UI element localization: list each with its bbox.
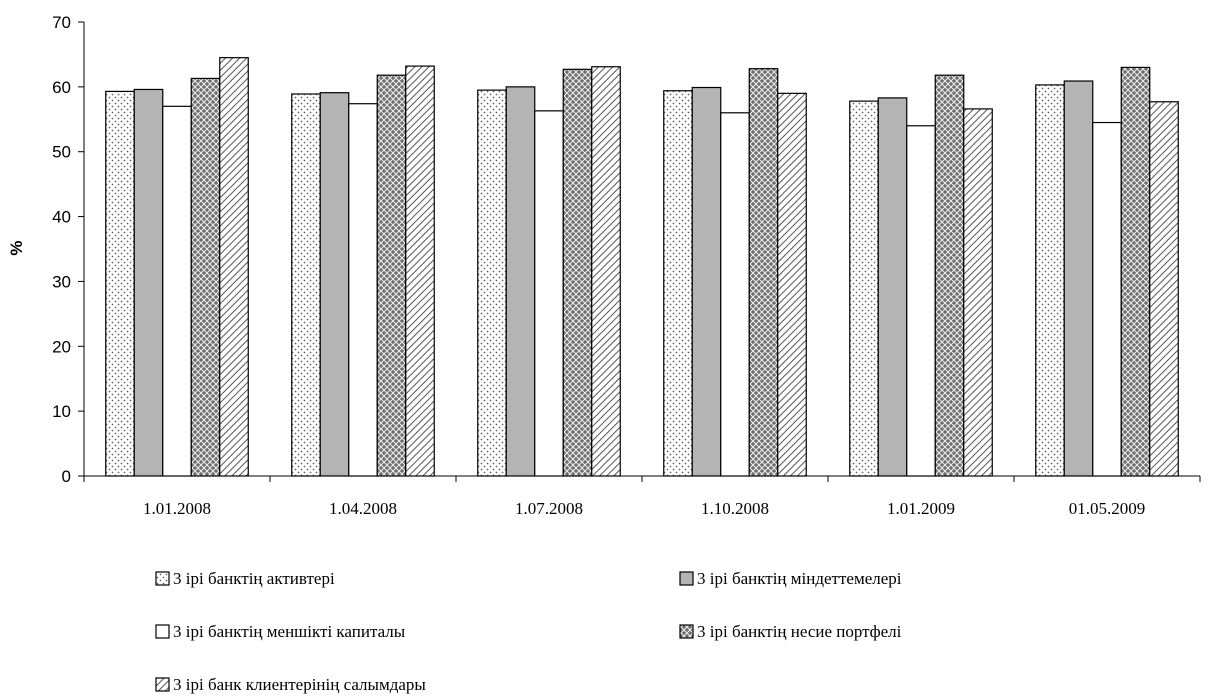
y-tick-label: 40 (52, 208, 71, 227)
bar (906, 125, 936, 477)
legend-swatch (679, 571, 694, 586)
bar (1120, 66, 1151, 477)
bar (691, 86, 722, 477)
legend-label: 3 ірі банк клиентерінің салымдары (173, 675, 426, 694)
legend-label: 3 ірі банктің несие портфелі (697, 622, 902, 641)
legend-swatch (155, 624, 170, 639)
bar (477, 89, 507, 477)
legend-label: 3 ірі банктің активтері (173, 569, 335, 588)
legend: 3 ірі банктің активтері 3 ірі банктің мін… (155, 569, 902, 694)
y-axis: 0 10 20 30 40 50 60 70 (52, 13, 85, 486)
x-axis: 1.01.2008 1.04.2008 1.07.2008 1.10.2008 1.01… (83, 475, 1201, 518)
x-tick-label: 1.01.2008 (143, 499, 211, 518)
bar (720, 112, 750, 477)
bar-series (105, 57, 1179, 477)
legend-swatch (155, 677, 170, 692)
bar (1063, 80, 1094, 477)
bar (663, 90, 693, 477)
x-tick-label: 1.04.2008 (329, 499, 397, 518)
legend-swatch (679, 624, 694, 639)
bar (849, 100, 879, 477)
bar (877, 97, 908, 477)
x-tick-label: 01.05.2009 (1069, 499, 1146, 518)
y-axis-label: % (7, 240, 26, 255)
bar (534, 110, 564, 477)
y-tick-label: 50 (52, 143, 71, 162)
legend-swatch (155, 571, 170, 586)
bar (1092, 121, 1122, 477)
bar (1035, 84, 1065, 477)
bar (291, 93, 321, 477)
x-tick-label: 1.01.2009 (887, 499, 955, 518)
y-tick-label: 70 (52, 13, 71, 32)
bar (219, 57, 249, 477)
legend-label: 3 ірі банктің меншікті капиталы (173, 622, 406, 641)
bar (963, 108, 993, 477)
bar (562, 68, 593, 477)
legend-label: 3 ірі банктің міндеттемелері (697, 569, 902, 588)
bar (319, 92, 350, 477)
bar (348, 103, 378, 477)
x-tick-label: 1.07.2008 (515, 499, 583, 518)
bar (133, 88, 164, 477)
y-tick-label: 0 (62, 467, 71, 486)
bar (1149, 101, 1179, 477)
bar (105, 90, 135, 477)
y-tick-label: 10 (52, 402, 71, 421)
bar (748, 68, 779, 477)
bar (405, 65, 435, 477)
bar (162, 105, 192, 477)
y-tick-label: 30 (52, 272, 71, 291)
bar (505, 86, 536, 477)
bar (591, 66, 621, 477)
bar (777, 92, 807, 477)
x-tick-label: 1.10.2008 (701, 499, 769, 518)
bar (190, 77, 221, 477)
bar (376, 74, 407, 477)
y-tick-label: 60 (52, 78, 71, 97)
bar (934, 74, 965, 477)
y-tick-label: 20 (52, 337, 71, 356)
